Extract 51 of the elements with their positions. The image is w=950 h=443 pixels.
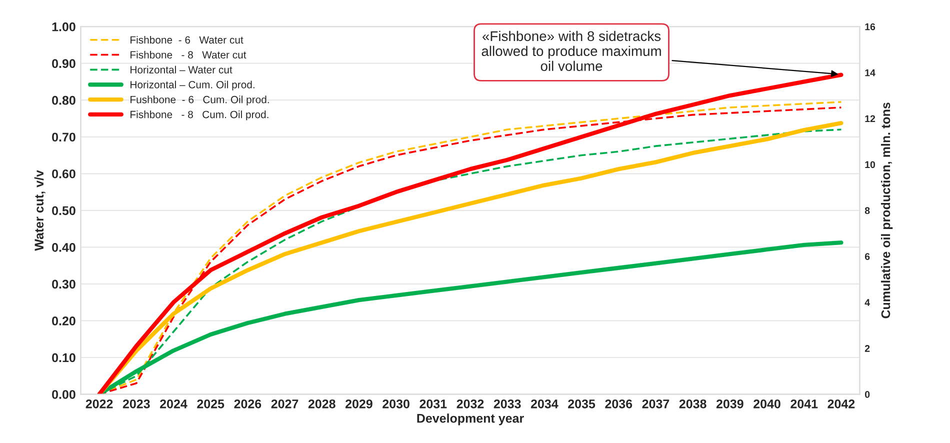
y-tick-label: 0.20 bbox=[52, 316, 76, 326]
y-tick-label: 0.50 bbox=[52, 206, 76, 216]
legend-label: Horizontal – Cum. Oil prod. bbox=[130, 80, 254, 90]
x-tick-label: 2031 bbox=[420, 399, 447, 408]
x-tick-label: 2022 bbox=[86, 399, 113, 408]
x-tick-label: 2029 bbox=[345, 399, 372, 408]
x-tick-label: 2028 bbox=[308, 399, 336, 408]
y-tick-label: 0.10 bbox=[52, 353, 76, 362]
y2-tick-label: 2 bbox=[864, 345, 870, 352]
x-tick-label: 2030 bbox=[382, 399, 410, 408]
x-tick-label: 2024 bbox=[160, 399, 188, 408]
x-tick-label: 2023 bbox=[122, 399, 150, 408]
y2-axis-title: Cumulative oil production, mln. tons bbox=[880, 102, 893, 318]
y2-tick-label: 4 bbox=[864, 299, 870, 306]
x-tick-label: 2034 bbox=[530, 399, 558, 408]
y2-tick-label: 0 bbox=[864, 391, 870, 398]
x-tick-label: 2027 bbox=[271, 399, 298, 408]
x-tick-label: 2042 bbox=[828, 399, 855, 408]
x-tick-label: 2036 bbox=[605, 399, 632, 408]
y2-tick-label: 12 bbox=[865, 115, 876, 122]
y-tick-label: 0.60 bbox=[52, 169, 76, 178]
x-tick-label: 2040 bbox=[754, 399, 780, 408]
y-tick-label: 1.00 bbox=[52, 22, 76, 32]
y-tick-label: 0.40 bbox=[52, 242, 76, 252]
legend-label: Fishbone - 8 Water cut bbox=[130, 50, 246, 59]
x-tick-label: 2038 bbox=[679, 399, 706, 408]
y-tick-label: 0.00 bbox=[52, 390, 76, 399]
x-axis-title: Development year bbox=[417, 414, 524, 426]
y-tick-label: 0.70 bbox=[52, 132, 76, 142]
y2-tick-label: 10 bbox=[865, 161, 876, 168]
annotation: «Fishbone» with 8 sidetracks allowed to produce maximum oil volume bbox=[482, 30, 661, 72]
x-tick-label: 2032 bbox=[456, 399, 484, 408]
legend-label: Fushbone - 6 Cum. Oil prod. bbox=[130, 96, 269, 106]
y-axis-title: Water cut, v/v bbox=[34, 170, 46, 251]
y2-tick-label: 14 bbox=[865, 69, 876, 76]
legend-label: Fishbone - 8 Cum. Oil prod. bbox=[130, 110, 268, 120]
legend-label: Fishbone - 6 Water cut bbox=[130, 36, 244, 44]
y-tick-label: 0.30 bbox=[52, 280, 76, 289]
y2-tick-label: 6 bbox=[864, 253, 870, 260]
y-tick-label: 0.80 bbox=[52, 96, 76, 105]
x-tick-label: 2026 bbox=[234, 399, 262, 408]
y2-tick-label: 8 bbox=[864, 207, 870, 214]
x-tick-label: 2033 bbox=[494, 399, 521, 408]
y-tick-label: 0.90 bbox=[52, 59, 76, 68]
x-tick-label: 2039 bbox=[716, 399, 744, 408]
x-tick-label: 2041 bbox=[790, 399, 818, 408]
x-tick-label: 2025 bbox=[197, 399, 224, 408]
x-tick-label: 2037 bbox=[642, 399, 670, 408]
x-tick-label: 2035 bbox=[568, 399, 596, 408]
legend-label: Horizontal – Water cut bbox=[130, 66, 232, 74]
y2-tick-label: 16 bbox=[865, 23, 876, 30]
